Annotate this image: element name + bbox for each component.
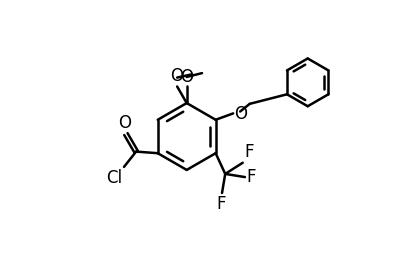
Text: O: O <box>180 68 193 86</box>
Text: O: O <box>118 114 131 132</box>
Text: O: O <box>170 67 183 85</box>
Text: F: F <box>246 168 255 186</box>
Text: F: F <box>243 144 253 161</box>
Text: O: O <box>234 105 247 123</box>
Text: F: F <box>216 195 225 213</box>
Text: Cl: Cl <box>106 169 122 187</box>
